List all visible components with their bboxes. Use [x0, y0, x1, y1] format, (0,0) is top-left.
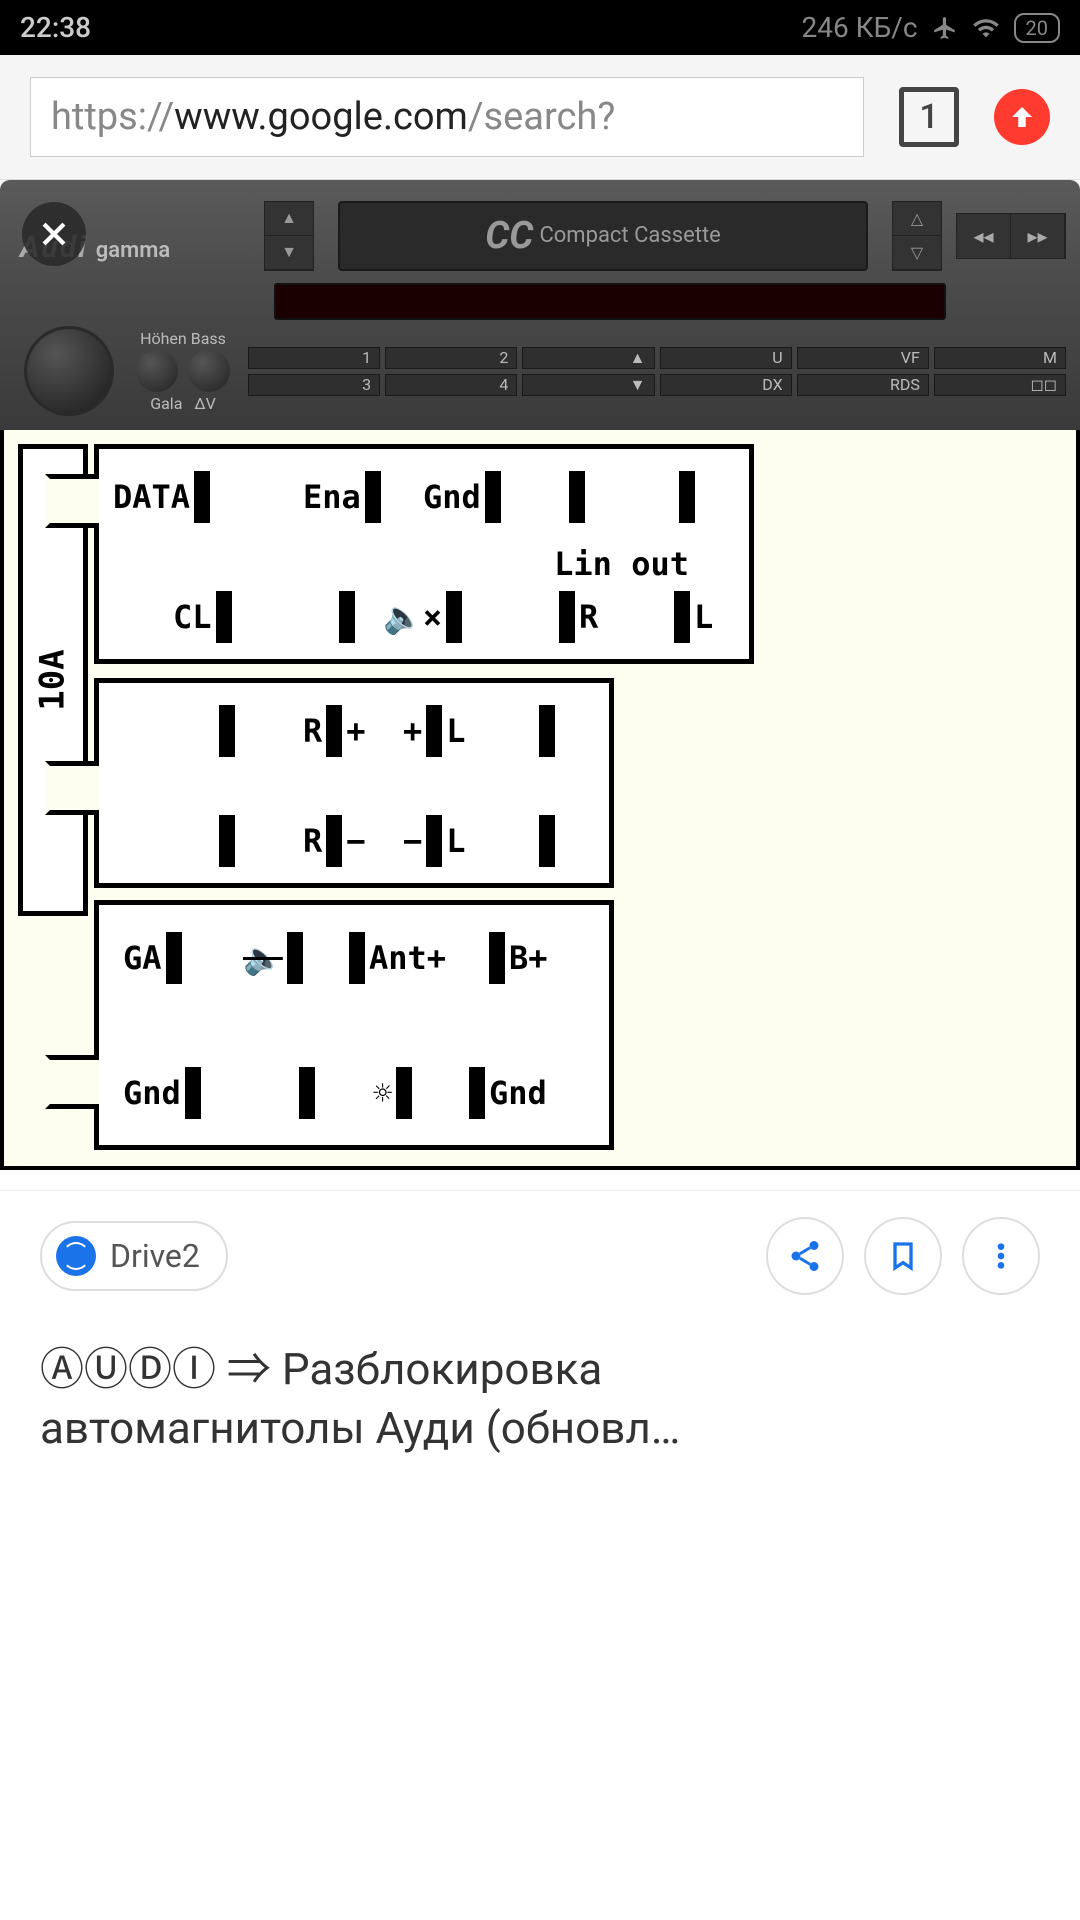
pin: +L [399, 705, 470, 757]
lin-out-label: Lin out [554, 545, 689, 583]
pin: ☼ [369, 1067, 412, 1119]
radio-seek-button: ◂◂▸▸ [956, 213, 1066, 259]
pin: R− [299, 815, 370, 867]
pin [539, 705, 555, 757]
pin: GA [119, 932, 182, 984]
pin: R [559, 591, 602, 643]
globe-icon [56, 1236, 96, 1276]
radio-device-image: ▲▼ CCCompact Cassette △▽ ◂◂▸▸ Audi gamma… [0, 180, 1080, 430]
connector-c: GA 🔈 Ant+ B+ Gnd ☼ Gnd [94, 900, 614, 1150]
connector-b: R+ +L R− −L [94, 678, 614, 888]
battery-icon: 20 [1014, 13, 1060, 43]
title-line2: автомагнитолы Ауди (обновл… [40, 1402, 680, 1454]
source-chip[interactable]: Drive2 [40, 1221, 228, 1291]
image-viewer: ▲▼ CCCompact Cassette △▽ ◂◂▸▸ Audi gamma… [0, 180, 1080, 1170]
more-button[interactable] [962, 1217, 1040, 1295]
pin [679, 471, 695, 523]
pin [299, 1067, 315, 1119]
radio-updown-button: ▲▼ [264, 201, 314, 271]
radio-eject-button: △▽ [892, 201, 942, 271]
pin [219, 815, 235, 867]
pin: DATA [109, 471, 210, 523]
attribution-bar: Drive2 [0, 1190, 1080, 1320]
pin [539, 815, 555, 867]
share-button[interactable] [766, 1217, 844, 1295]
opera-icon[interactable] [994, 89, 1050, 145]
pin: Ant+ [349, 932, 450, 984]
source-name: Drive2 [110, 1237, 200, 1275]
title-text: Разблокировка [282, 1343, 603, 1395]
cassette-slot: CCCompact Cassette [338, 201, 868, 271]
pin: 🔈× [379, 591, 462, 643]
url-input[interactable]: https://www.google.com/search? [30, 77, 864, 157]
tabs-button[interactable]: 1 [899, 87, 959, 147]
url-host: www.google.com [174, 95, 468, 139]
status-time: 22:38 [20, 11, 802, 44]
pin [569, 471, 585, 523]
wifi-icon [972, 14, 1000, 42]
preset-buttons: 12▲UVFM 34▼DXRDS◻◻ [248, 347, 1066, 396]
pin [219, 705, 235, 757]
close-button[interactable] [22, 202, 86, 266]
pin [339, 591, 355, 643]
pin: −L [399, 815, 470, 867]
pin: L [674, 591, 717, 643]
pin: Gnd [119, 1067, 201, 1119]
title-circled: ⒶⓊⒹⒾ [40, 1343, 216, 1395]
url-path: /search? [468, 95, 615, 139]
status-speed: 246 КБ/с [802, 11, 918, 44]
result-title[interactable]: ⒶⓊⒹⒾ ⇒ Разблокировка автомагнитолы Ауди … [0, 1320, 1080, 1459]
connector-a: DATA Ena Gnd Lin out CL 🔈× R L [94, 444, 754, 664]
pin: R+ [299, 705, 370, 757]
url-scheme: https:// [51, 95, 174, 139]
pin: Gnd [469, 1067, 551, 1119]
radio-display [274, 283, 946, 320]
pin: 🔈 [239, 932, 303, 984]
status-right: 246 КБ/с 20 [802, 11, 1061, 44]
pin: Gnd [419, 471, 501, 523]
airplane-icon [932, 15, 958, 41]
pin: B+ [489, 932, 552, 984]
pin: CL [169, 591, 232, 643]
volume-knob [24, 326, 114, 416]
browser-toolbar: https://www.google.com/search? 1 [0, 55, 1080, 180]
status-bar: 22:38 246 КБ/с 20 [0, 0, 1080, 55]
pinout-diagram: DATA Ena Gnd Lin out CL 🔈× R L R+ +L R− −L GA 🔈 A… [0, 430, 1080, 1170]
bookmark-button[interactable] [864, 1217, 942, 1295]
title-arrow: ⇒ [227, 1343, 271, 1395]
tone-knobs: Höhen Bass Gala ΔV [136, 327, 230, 415]
radio-model: gamma [96, 238, 170, 263]
pin: Ena [299, 471, 381, 523]
